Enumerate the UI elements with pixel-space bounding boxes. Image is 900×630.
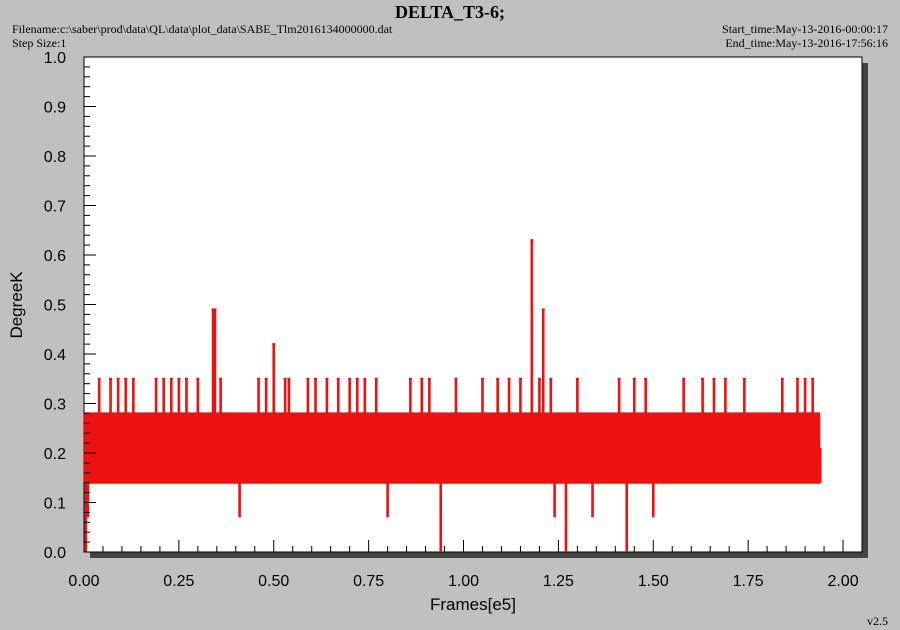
y-tick-label-6: 0.6 bbox=[44, 248, 66, 265]
x-axis-label: Frames[e5] bbox=[430, 595, 516, 614]
filename-label: Filename:c:\saber\prod\data\QL\data\plot… bbox=[12, 22, 393, 36]
end-time-label: End_time:May-13-2016-17:56:16 bbox=[725, 36, 888, 50]
y-tick-label-10: 1.0 bbox=[44, 50, 66, 67]
x-tick-label-0: 0.00 bbox=[68, 573, 99, 590]
version-label: v2.5 bbox=[867, 614, 888, 628]
x-tick-label-1: 0.25 bbox=[163, 573, 194, 590]
start-time-label: Start_time:May-13-2016-00:00:17 bbox=[722, 22, 888, 36]
y-tick-label-3: 0.3 bbox=[44, 397, 66, 414]
y-axis-label: DegreeK bbox=[7, 271, 26, 339]
y-tick-label-7: 0.7 bbox=[44, 199, 66, 216]
step-size-label: Step Size:1 bbox=[12, 36, 67, 50]
x-tick-label-3: 0.75 bbox=[353, 573, 384, 590]
series-band bbox=[83, 413, 821, 483]
x-tick-label-6: 1.50 bbox=[638, 573, 669, 590]
x-tick-label-7: 1.75 bbox=[733, 573, 764, 590]
data-marks bbox=[83, 239, 822, 552]
y-tick-label-2: 0.2 bbox=[44, 446, 66, 463]
axes: 0.0 0.1 0.2 0.3 0.4 0.5 0.6 0.7 0.8 0.9 1.0 0.00 0.2… bbox=[44, 50, 859, 590]
y-tick-label-9: 0.9 bbox=[44, 100, 66, 117]
y-tick-label-5: 0.5 bbox=[44, 298, 66, 315]
y-tick-label-4: 0.4 bbox=[44, 347, 66, 364]
chart-title: DELTA_T3-6; bbox=[394, 2, 506, 22]
x-tick-label-8: 2.00 bbox=[827, 573, 858, 590]
y-tick-label-0: 0.0 bbox=[44, 545, 66, 562]
x-tick-label-2: 0.50 bbox=[258, 573, 289, 590]
x-tick-label-5: 1.25 bbox=[543, 573, 574, 590]
y-tick-label-8: 0.8 bbox=[44, 149, 66, 166]
x-tick-label-4: 1.00 bbox=[448, 573, 479, 590]
y-tick-label-1: 0.1 bbox=[44, 496, 66, 513]
